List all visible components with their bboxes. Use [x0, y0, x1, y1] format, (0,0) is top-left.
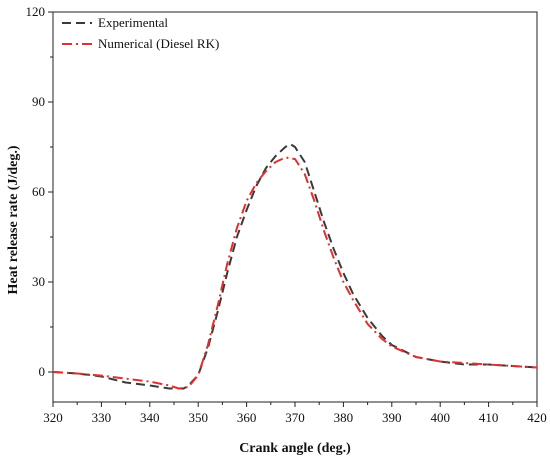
x-tick-label: 360 [237, 410, 257, 425]
legend: Experimental Numerical (Diesel RK) [62, 15, 219, 51]
x-tick-label: 320 [43, 410, 63, 425]
series-line-numerical [52, 156, 538, 390]
y-axis-title: Heat release rate (J/deg.) [6, 145, 21, 294]
x-tick-label: 330 [92, 410, 112, 425]
series-line-experimental [52, 143, 538, 390]
x-tick-label: 390 [382, 410, 402, 425]
legend-label: Numerical (Diesel RK) [98, 36, 219, 51]
y-tick-label: 30 [32, 274, 45, 289]
series-layer [52, 143, 538, 390]
plot-frame [52, 11, 538, 403]
x-tick-label: 410 [479, 410, 499, 425]
x-axis-title: Crank angle (deg.) [239, 441, 351, 456]
x-tick-label: 400 [430, 410, 450, 425]
plot-area [52, 11, 538, 403]
y-tick-label: 120 [26, 4, 46, 19]
x-tick-label: 350 [188, 410, 208, 425]
y-tick-label: 0 [39, 364, 46, 379]
x-tick-label: 420 [527, 410, 547, 425]
y-tick-label: 60 [32, 184, 45, 199]
x-tick-label: 380 [334, 410, 354, 425]
x-tick-label: 370 [285, 410, 305, 425]
axes-layer: 320 330 340 350 360 370 380 390 400 410 420 0 30 60 90… [26, 4, 547, 425]
x-tick-label: 340 [140, 410, 160, 425]
legend-label: Experimental [98, 15, 168, 30]
y-tick-label: 90 [32, 94, 45, 109]
